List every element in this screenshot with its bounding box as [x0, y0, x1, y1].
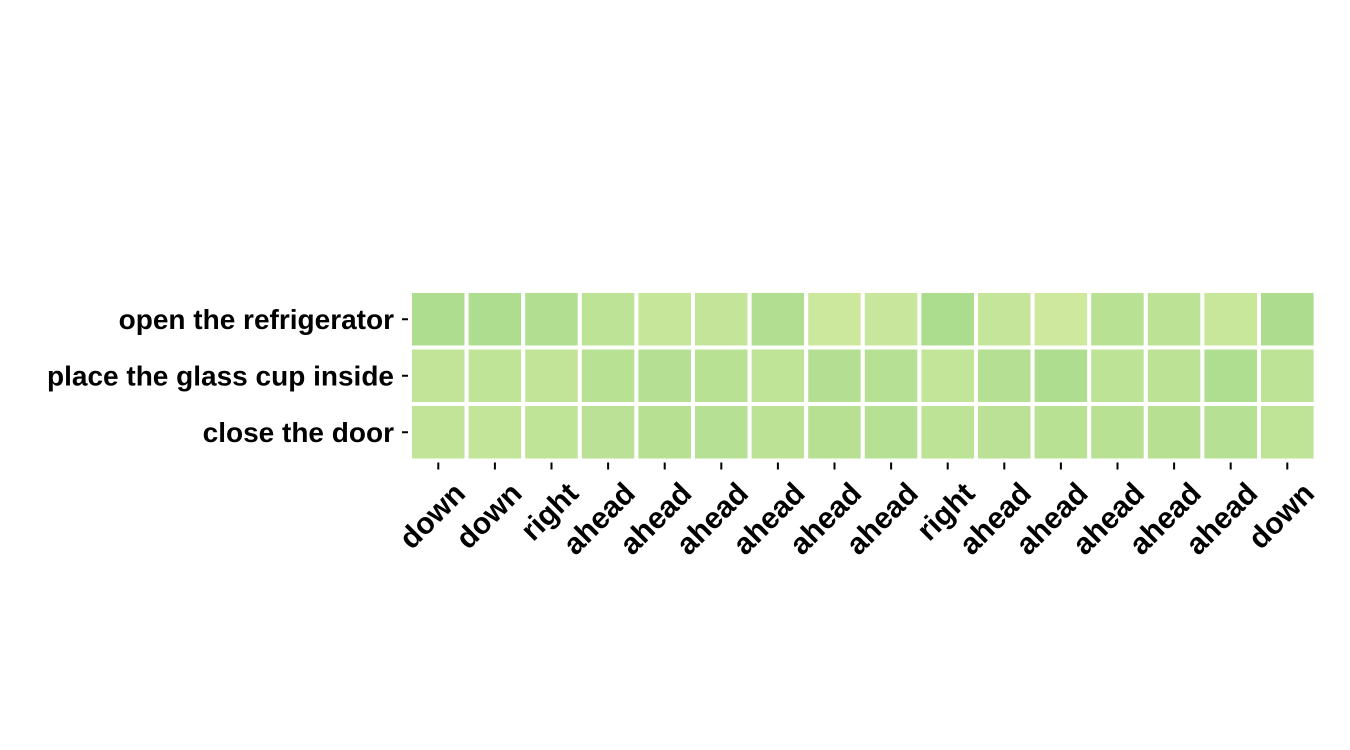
y-tick-label: place the glass cup inside — [47, 360, 394, 391]
heatmap-cell — [917, 289, 979, 350]
heatmap-cell — [974, 289, 1035, 350]
heatmap-cell — [634, 289, 696, 350]
heatmap-cell — [1030, 345, 1092, 406]
heatmap-cell — [917, 345, 979, 406]
heatmap-cell — [974, 402, 1035, 463]
heatmap-cell — [747, 289, 809, 350]
heatmap-cell — [1030, 402, 1092, 463]
heatmap-cell — [747, 345, 809, 406]
heatmap-cell — [691, 345, 752, 406]
heatmap-cell — [634, 345, 696, 406]
heatmap-cell — [577, 289, 639, 350]
heatmap-cell — [464, 402, 526, 463]
heatmap-cell — [691, 289, 752, 350]
heatmap-cell — [1200, 345, 1262, 406]
heatmap-cell — [860, 289, 922, 350]
heatmap-cell — [691, 402, 752, 463]
heatmap-cell — [408, 402, 469, 463]
heatmap-cell — [634, 402, 696, 463]
heatmap-cell — [804, 345, 865, 406]
heatmap-cell — [804, 289, 865, 350]
heatmap-cell — [408, 289, 469, 350]
heatmap-cell — [521, 289, 582, 350]
heatmap-cell — [1087, 345, 1148, 406]
heatmap-cell — [1143, 402, 1205, 463]
heatmap-cell — [747, 402, 809, 463]
y-tick-label: open the refrigerator — [119, 304, 394, 335]
heatmap-cell — [577, 402, 639, 463]
x-tick-label: down — [1242, 477, 1321, 556]
heatmap-cell — [464, 289, 526, 350]
heatmap-cell — [1087, 289, 1148, 350]
heatmap-cell — [521, 402, 582, 463]
heatmap-cell — [974, 345, 1035, 406]
heatmap-cell — [917, 402, 979, 463]
heatmap-cell — [1143, 345, 1205, 406]
heatmap-cell — [860, 402, 922, 463]
heatmap-cell — [1257, 402, 1318, 463]
heatmap-cell — [408, 345, 469, 406]
heatmap-cell — [1143, 289, 1205, 350]
heatmap-cell — [1257, 289, 1318, 350]
heatmap-cell — [521, 345, 582, 406]
heatmap-cell — [1200, 402, 1262, 463]
heatmap-cell — [1200, 289, 1262, 350]
heatmap-cell — [1257, 345, 1318, 406]
heatmap-cell — [804, 402, 865, 463]
x-tick-label: down — [450, 477, 529, 556]
heatmap-cell — [1030, 289, 1092, 350]
heatmap-cell — [860, 345, 922, 406]
heatmap-cell — [577, 345, 639, 406]
heatmap-cell — [464, 345, 526, 406]
y-tick-label: close the door — [203, 417, 394, 448]
heatmap-cell — [1087, 402, 1148, 463]
